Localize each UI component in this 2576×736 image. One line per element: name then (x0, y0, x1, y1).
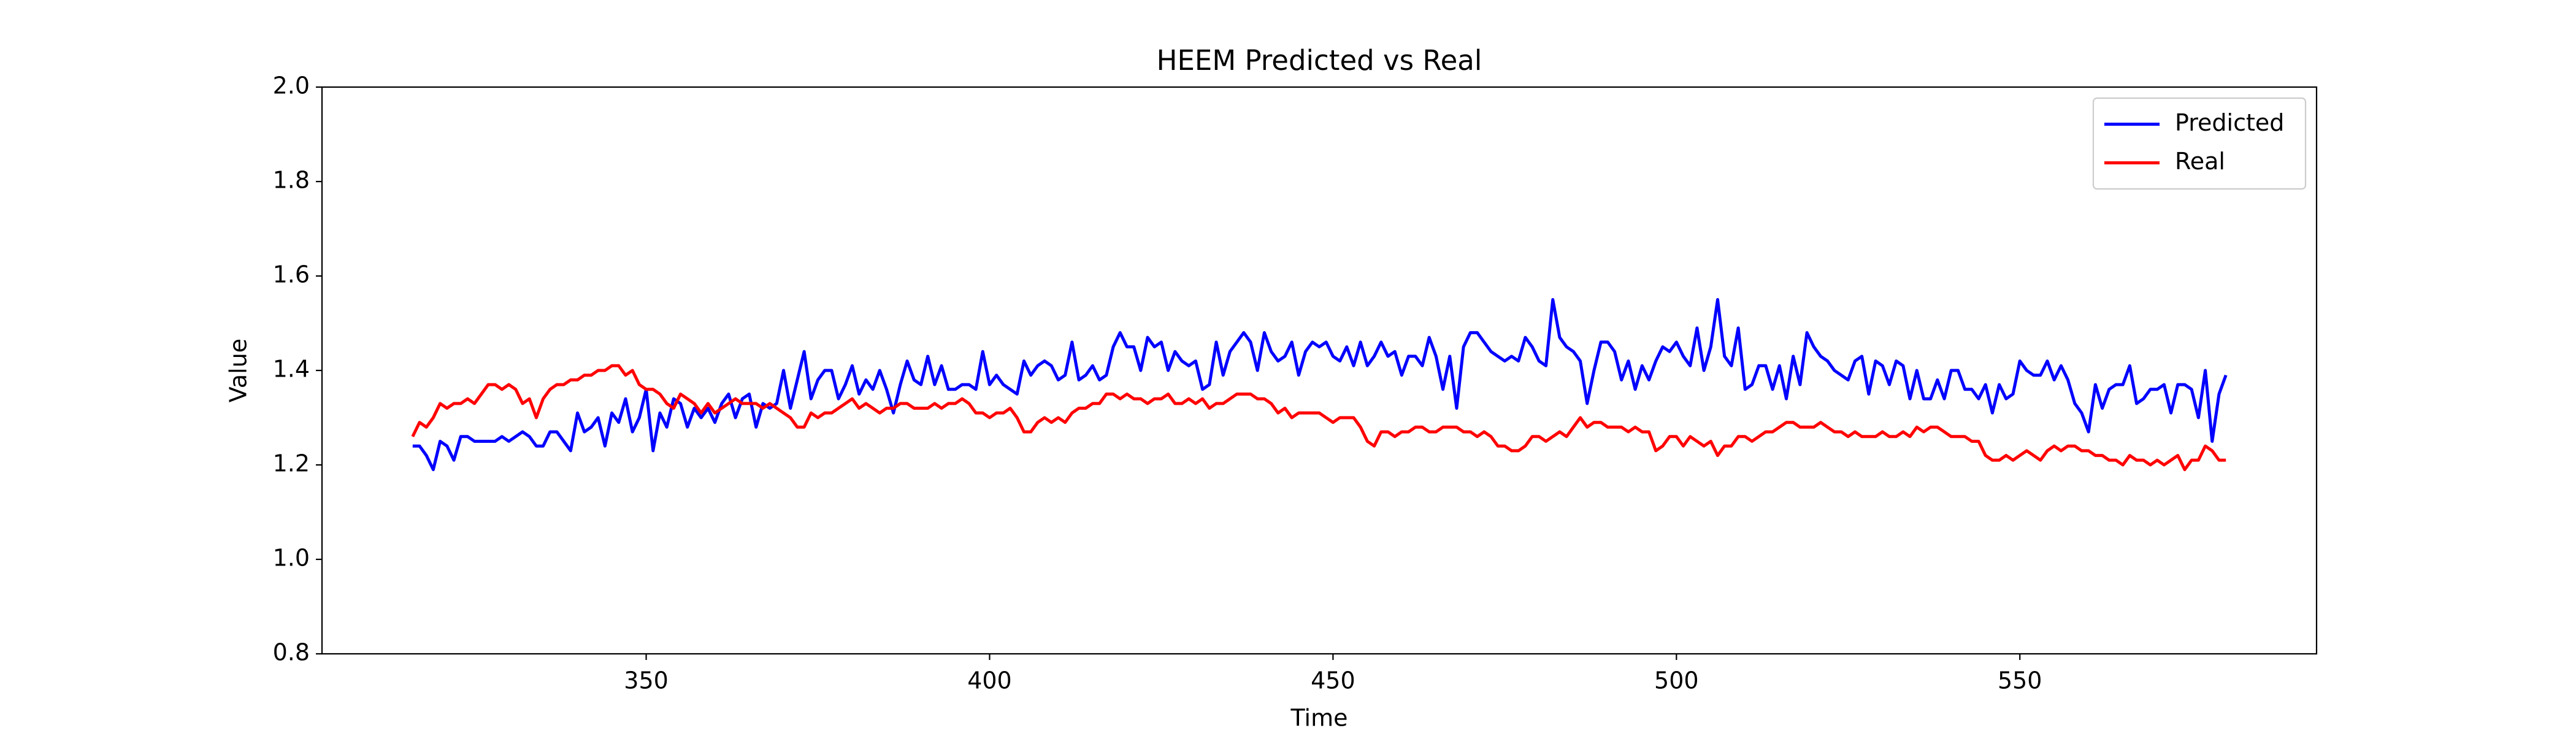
y-tick-label: 1.4 (273, 356, 310, 383)
legend-box (2092, 97, 2307, 190)
x-tick-label: 400 (967, 667, 1012, 694)
x-tick-label: 450 (1311, 667, 1355, 694)
x-tick-label: 500 (1654, 667, 1699, 694)
y-axis-label: Value (225, 339, 252, 402)
y-tick-label: 1.2 (273, 450, 310, 477)
x-tick-label: 350 (624, 667, 669, 694)
x-tick-label: 550 (1998, 667, 2042, 694)
y-tick-label: 1.8 (273, 167, 310, 194)
legend-label: Real (2175, 148, 2225, 175)
series-line (411, 364, 2226, 472)
axes-frame (321, 86, 2318, 655)
y-tick-label: 1.6 (273, 261, 310, 288)
legend-label: Predicted (2175, 109, 2284, 136)
series-line (412, 298, 2228, 472)
chart-title: HEEM Predicted vs Real (1157, 44, 1482, 77)
y-tick-label: 1.0 (273, 545, 310, 572)
x-axis-label: Time (1290, 705, 1348, 732)
y-tick-label: 0.8 (273, 639, 310, 666)
y-tick-label: 2.0 (273, 72, 310, 99)
